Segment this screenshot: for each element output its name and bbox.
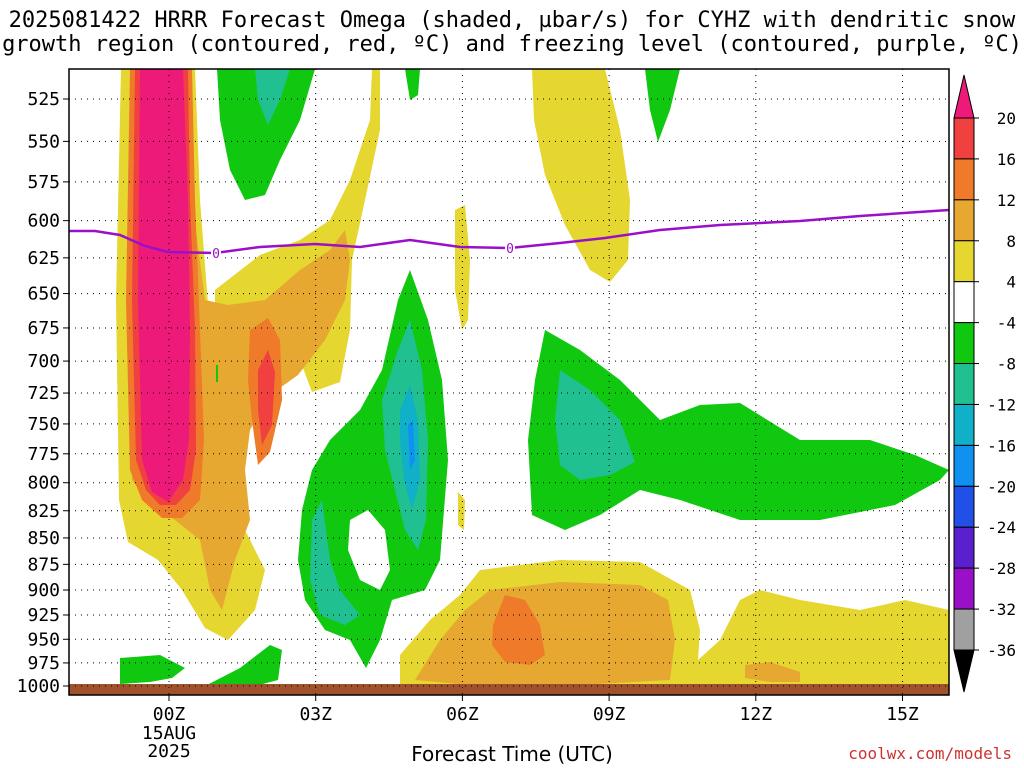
y-tick-label: 625 <box>27 248 60 269</box>
omega-green-lower-mid <box>205 645 282 690</box>
colorbar-label: -12 <box>987 395 1016 414</box>
freezing-level-label-bg <box>211 246 221 260</box>
colorbar-segment <box>953 403 975 446</box>
freezing-level-contour <box>69 208 950 255</box>
omega-red-core <box>258 350 275 445</box>
x-tick-label: 15Z <box>886 704 919 725</box>
credit-text: coolwx.com/models <box>848 744 1012 763</box>
y-tick-label: 675 <box>27 318 60 339</box>
chart-title-line-2: growth region (contoured, red, ºC) and f… <box>2 32 1022 57</box>
y-tick-label: 800 <box>27 473 60 494</box>
colorbar-segment <box>953 526 975 569</box>
colorbar-segment <box>953 485 975 528</box>
omega-teal-right <box>555 370 635 480</box>
colorbar-segment <box>953 240 975 283</box>
colorbar-segment <box>953 199 975 242</box>
colorbar-label: -4 <box>997 314 1016 333</box>
colorbar-segment <box>953 567 975 610</box>
omega-green-right <box>528 330 949 530</box>
colorbar-label: 20 <box>997 109 1016 128</box>
omega-yellow-band <box>215 69 380 450</box>
omega-magenta-core <box>138 69 190 502</box>
y-tick-label: 575 <box>27 172 60 193</box>
grid-lines <box>69 69 949 695</box>
x-tick-label: 03Z <box>299 704 332 725</box>
colorbar-label: -8 <box>997 355 1016 374</box>
x-date-label-day: 15AUG <box>142 723 196 744</box>
colorbar-segment <box>953 444 975 487</box>
colorbar: 20 16 12 8 4 -4 -8 -12 -16 -20 -24 -28 -32 -36 <box>953 74 1016 693</box>
y-axis: 525 550 575 600 625 650 675 700 725 750 775 800 825 8… <box>17 89 69 697</box>
omega-orange-core-lower <box>492 595 545 665</box>
colorbar-label: -16 <box>987 436 1016 455</box>
colorbar-label: -36 <box>987 641 1016 660</box>
colorbar-label: 16 <box>997 150 1016 169</box>
freezing-level-label: 0 <box>506 242 514 257</box>
colorbar-label: 12 <box>997 191 1016 210</box>
colorbar-segment <box>953 608 975 651</box>
y-tick-label: 825 <box>27 501 60 522</box>
omega-dark-green-upper <box>405 69 420 100</box>
y-tick-label: 900 <box>27 580 60 601</box>
y-tick-label: 875 <box>27 554 60 575</box>
x-tick-label: 06Z <box>446 704 479 725</box>
y-tick-label: 975 <box>27 653 60 674</box>
plot-frame <box>68 68 950 696</box>
omega-teal-lower-left <box>310 500 360 625</box>
omega-green-upper <box>217 69 315 200</box>
omega-shaded-field <box>116 69 949 695</box>
colorbar-segment <box>953 281 975 324</box>
y-tick-label: 725 <box>27 383 60 404</box>
y-tick-label: 925 <box>27 605 60 626</box>
y-tick-label: 750 <box>27 414 60 435</box>
colorbar-segment <box>953 322 975 365</box>
y-tick-label: 775 <box>27 444 60 465</box>
y-tick-label: 600 <box>27 211 60 232</box>
x-tick-label: 00Z <box>153 704 186 725</box>
y-tick-label: 700 <box>27 351 60 372</box>
colorbar-label: 4 <box>1006 273 1016 292</box>
colorbar-segment <box>953 158 975 201</box>
freezing-level-label: 0 <box>212 247 220 262</box>
x-tick-label: 12Z <box>740 704 773 725</box>
x-axis-label: Forecast Time (UTC) <box>411 742 613 766</box>
y-tick-label: 850 <box>27 528 60 549</box>
omega-orange-light-lower <box>415 582 675 686</box>
colorbar-segment <box>953 363 975 405</box>
colorbar-label: 8 <box>1006 232 1016 251</box>
y-tick-label: 1000 <box>17 676 60 697</box>
colorbar-label: -20 <box>987 477 1016 496</box>
omega-orange-light-small <box>745 662 800 682</box>
colorbar-triangle-top <box>953 74 975 119</box>
omega-white-hole <box>348 510 390 590</box>
chart-title-line-1: 2025081422 HRRR Forecast Omega (shaded, … <box>8 8 1016 33</box>
y-tick-label: 550 <box>27 131 60 152</box>
y-tick-label: 650 <box>27 284 60 305</box>
omega-tiny-green-tick <box>216 365 218 382</box>
ground-strip <box>69 684 949 695</box>
omega-teal-upper <box>255 69 290 125</box>
omega-yellow-tiny <box>458 492 465 530</box>
x-date-label-year: 2025 <box>147 741 190 762</box>
omega-green-lower-left <box>120 655 185 684</box>
colorbar-label: -28 <box>987 559 1016 578</box>
colorbar-label: -32 <box>987 600 1016 619</box>
freezing-level-label-bg <box>505 241 515 255</box>
colorbar-triangle-bottom <box>953 649 975 693</box>
colorbar-label: -24 <box>987 518 1016 537</box>
y-tick-label: 525 <box>27 89 60 110</box>
colorbar-segment <box>953 117 975 160</box>
omega-yellow-upper-right <box>532 69 630 282</box>
omega-green-top-right <box>645 69 680 142</box>
y-tick-label: 950 <box>27 629 60 650</box>
omega-blue-mid <box>408 420 415 470</box>
x-tick-label: 09Z <box>593 704 626 725</box>
